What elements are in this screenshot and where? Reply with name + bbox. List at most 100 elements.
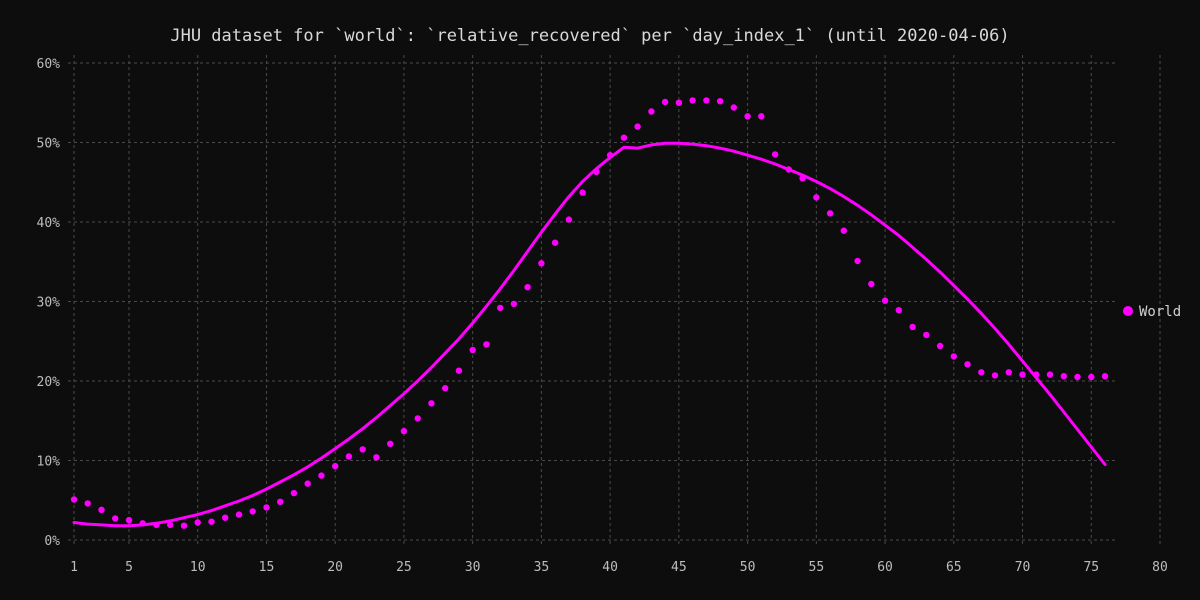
data-point (98, 506, 105, 513)
data-point (167, 521, 174, 529)
data-point (785, 166, 792, 173)
y-tick-label: 60% (37, 57, 61, 72)
data-point (661, 98, 669, 106)
data-point (263, 504, 270, 511)
data-point (235, 511, 243, 518)
data-point (1088, 373, 1095, 381)
y-tick-label: 50% (37, 137, 61, 152)
data-point (895, 307, 902, 314)
data-point (70, 496, 78, 503)
data-point (359, 446, 366, 453)
data-point (730, 104, 737, 111)
chart-title: JHU dataset for `world`: `relative_recov… (170, 26, 1009, 46)
y-tick-label: 0% (44, 534, 60, 549)
legend[interactable]: World (1123, 304, 1181, 320)
x-tick-label: 15 (259, 560, 275, 575)
data-point (744, 113, 751, 120)
data-point (194, 519, 201, 526)
y-tick-label: 30% (37, 296, 61, 311)
data-point (579, 189, 586, 196)
x-tick-label: 1 (70, 560, 78, 575)
trend-line (72, 141, 1107, 528)
data-point (400, 427, 408, 435)
data-point (675, 99, 683, 106)
data-point (950, 353, 957, 360)
data-point (497, 304, 504, 312)
data-point (222, 514, 229, 521)
data-point (648, 108, 655, 115)
data-point (1019, 371, 1026, 378)
data-point (991, 372, 999, 379)
data-point (428, 400, 435, 407)
data-point (524, 284, 531, 291)
data-point (565, 216, 573, 223)
data-point (758, 113, 765, 120)
data-point (854, 257, 861, 265)
data-point (923, 331, 930, 339)
x-tick-label: 40 (602, 560, 618, 575)
legend-label-world: World (1139, 304, 1181, 320)
data-point (84, 500, 91, 507)
data-point (332, 462, 339, 470)
data-point (813, 194, 820, 201)
x-tick-label: 35 (534, 560, 550, 575)
x-tick-label: 10 (190, 560, 206, 575)
data-point (345, 453, 353, 460)
x-tick-label: 5 (125, 560, 133, 575)
y-tick-label: 10% (37, 455, 61, 470)
data-point (826, 210, 834, 217)
data-point (593, 168, 600, 176)
data-point (510, 300, 518, 308)
x-tick-label: 75 (1083, 560, 1099, 575)
x-tick-label: 20 (327, 560, 343, 575)
x-tick-label: 65 (946, 560, 962, 575)
data-point (304, 480, 311, 487)
data-point (716, 98, 724, 105)
data-point (840, 227, 847, 234)
data-point (909, 323, 916, 331)
data-point (208, 518, 215, 525)
data-point (318, 472, 325, 479)
data-point (249, 508, 256, 515)
data-point (703, 97, 710, 104)
x-tick-label: 30 (465, 560, 481, 575)
data-point (1046, 371, 1054, 378)
data-point (538, 260, 545, 267)
data-point (125, 516, 133, 524)
data-point (868, 280, 875, 288)
x-tick-label: 55 (809, 560, 825, 575)
data-point (180, 522, 188, 529)
trend-line-layer (72, 141, 1107, 528)
x-tick-label: 25 (396, 560, 412, 575)
data-points (70, 97, 1109, 529)
x-tick-label: 80 (1152, 560, 1168, 575)
data-point (455, 367, 463, 374)
data-point (1060, 373, 1068, 380)
data-point (387, 440, 394, 447)
data-point (964, 361, 971, 368)
data-point (277, 498, 284, 505)
data-point (373, 454, 380, 461)
data-point (1101, 373, 1109, 380)
data-point (139, 520, 146, 527)
data-point (799, 175, 806, 182)
x-tick-label: 50 (740, 560, 756, 575)
data-point (936, 342, 944, 350)
x-tick-label: 60 (877, 560, 893, 575)
grid (68, 55, 1161, 546)
data-point (689, 97, 696, 104)
data-point (153, 521, 160, 529)
data-point (1033, 371, 1040, 378)
data-point (606, 152, 614, 159)
data-point (620, 134, 628, 141)
data-point (1074, 373, 1081, 381)
data-point (771, 151, 779, 158)
data-point (469, 346, 476, 354)
y-tick-label: 20% (37, 375, 61, 390)
tick-labels: 1 5 10 15 20 25 30 35 40 45 50 55 60 65 70 75 800%10%20%… (37, 57, 1168, 575)
data-point (551, 239, 559, 246)
data-point (1005, 369, 1012, 376)
data-point (442, 385, 449, 392)
data-point (978, 369, 985, 376)
